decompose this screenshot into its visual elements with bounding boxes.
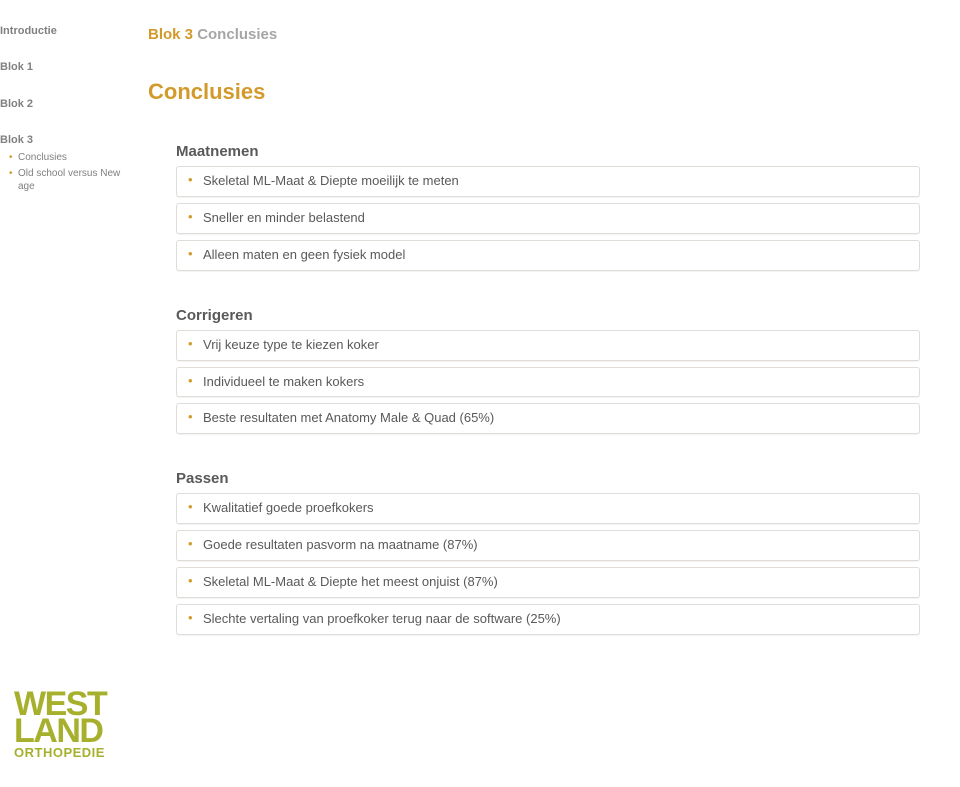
content-area: Blok 3 Conclusies Conclusies Maatnemen S… bbox=[148, 26, 920, 671]
bullet-text: Slechte vertaling van proefkoker terug n… bbox=[203, 611, 561, 626]
bullet-item: Kwalitatief goede proefkokers bbox=[176, 493, 920, 524]
bullet-item: Skeletal ML-Maat & Diepte het meest onju… bbox=[176, 567, 920, 598]
nav-item-blok3[interactable]: Blok 3 bbox=[0, 133, 130, 147]
bullet-item: Slechte vertaling van proefkoker terug n… bbox=[176, 604, 920, 635]
bullet-text: Skeletal ML-Maat & Diepte moeilijk te me… bbox=[203, 173, 459, 188]
bullet-item: Beste resultaten met Anatomy Male & Quad… bbox=[176, 403, 920, 434]
slide-page: Introductie Blok 1 Blok 2 Blok 3 Conclus… bbox=[0, 0, 960, 787]
nav-label: Blok 2 bbox=[0, 98, 33, 110]
section-corrigeren: Corrigeren Vrij keuze type te kiezen kok… bbox=[148, 307, 920, 435]
bullet-list: Vrij keuze type te kiezen koker Individu… bbox=[176, 330, 920, 435]
bullet-item: Individueel te maken kokers bbox=[176, 367, 920, 398]
bullet-text: Sneller en minder belastend bbox=[203, 210, 365, 225]
breadcrumb-part2: Conclusies bbox=[197, 26, 277, 43]
nav-subitem-conclusies[interactable]: Conclusies bbox=[18, 151, 130, 165]
bullet-item: Alleen maten en geen fysiek model bbox=[176, 240, 920, 271]
bullet-item: Skeletal ML-Maat & Diepte moeilijk te me… bbox=[176, 166, 920, 197]
bullet-item: Vrij keuze type te kiezen koker bbox=[176, 330, 920, 361]
nav-sublist-blok3: Conclusies Old school versus New age bbox=[0, 151, 130, 194]
nav-item-introductie[interactable]: Introductie bbox=[0, 24, 130, 38]
section-heading: Passen bbox=[176, 470, 920, 487]
bullet-text: Skeletal ML-Maat & Diepte het meest onju… bbox=[203, 574, 498, 589]
nav-subitem-label: Conclusies bbox=[18, 152, 67, 163]
logo-line3: ORTHOPEDIE bbox=[14, 748, 164, 759]
bullet-item: Goede resultaten pasvorm na maatname (87… bbox=[176, 530, 920, 561]
logo-line2: LAND bbox=[14, 718, 164, 746]
bullet-text: Vrij keuze type te kiezen koker bbox=[203, 337, 379, 352]
nav-item-blok2[interactable]: Blok 2 bbox=[0, 97, 130, 111]
breadcrumb-part1: Blok 3 bbox=[148, 26, 197, 43]
section-heading: Corrigeren bbox=[176, 307, 920, 324]
bullet-list: Kwalitatief goede proefkokers Goede resu… bbox=[176, 493, 920, 635]
section-heading: Maatnemen bbox=[176, 143, 920, 160]
bullet-text: Beste resultaten met Anatomy Male & Quad… bbox=[203, 410, 494, 425]
page-title: Conclusies bbox=[148, 79, 920, 105]
nav-subitem-oldschool[interactable]: Old school versus New age bbox=[18, 167, 130, 194]
bullet-list: Skeletal ML-Maat & Diepte moeilijk te me… bbox=[176, 166, 920, 271]
section-passen: Passen Kwalitatief goede proefkokers Goe… bbox=[148, 470, 920, 635]
nav-item-blok1[interactable]: Blok 1 bbox=[0, 60, 130, 74]
sidebar-nav: Introductie Blok 1 Blok 2 Blok 3 Conclus… bbox=[0, 24, 130, 196]
bullet-text: Kwalitatief goede proefkokers bbox=[203, 500, 374, 515]
bullet-text: Alleen maten en geen fysiek model bbox=[203, 247, 405, 262]
logo-westland: WEST LAND ORTHOPEDIE bbox=[14, 691, 164, 759]
nav-label: Blok 1 bbox=[0, 61, 33, 73]
nav-label: Introductie bbox=[0, 25, 57, 37]
bullet-text: Goede resultaten pasvorm na maatname (87… bbox=[203, 537, 478, 552]
bullet-item: Sneller en minder belastend bbox=[176, 203, 920, 234]
nav-label: Blok 3 bbox=[0, 134, 33, 146]
nav-subitem-label: Old school versus New age bbox=[18, 168, 120, 193]
bullet-text: Individueel te maken kokers bbox=[203, 374, 364, 389]
section-maatnemen: Maatnemen Skeletal ML-Maat & Diepte moei… bbox=[148, 143, 920, 271]
breadcrumb: Blok 3 Conclusies bbox=[148, 26, 920, 43]
